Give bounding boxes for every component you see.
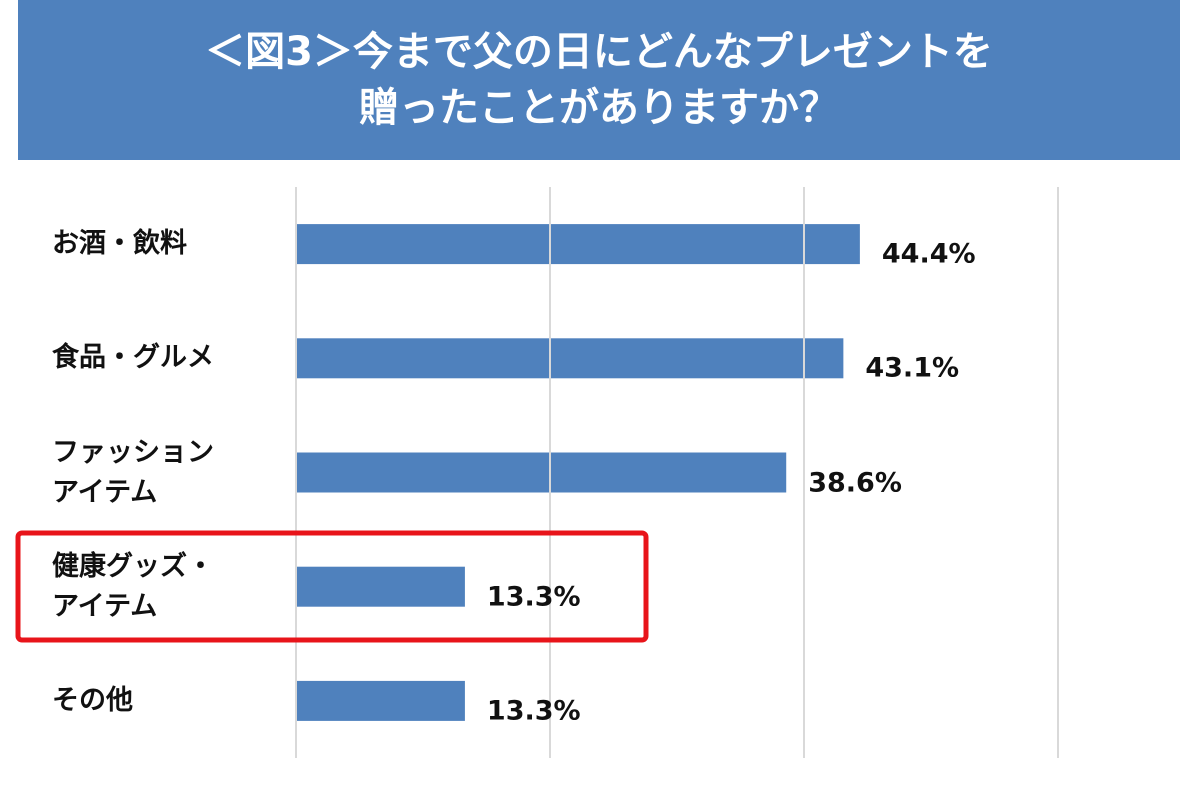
bar <box>296 338 844 379</box>
bar <box>296 566 465 607</box>
value-label: 38.6% <box>808 467 902 498</box>
bar <box>296 680 465 721</box>
value-label: 13.3% <box>486 695 581 727</box>
category-label: 健康グッズ・ アイテム <box>52 550 214 622</box>
title-banner: ＜図3＞今まで父の日にどんなプレゼントを 贈ったことがありますか？ <box>18 0 1180 160</box>
chart-title: ＜図3＞今まで父の日にどんなプレゼントを 贈ったことがありますか？ <box>205 29 993 131</box>
category-label: ファッション アイテム <box>52 436 214 508</box>
category-label: その他 <box>52 684 133 716</box>
value-label: 13.3% <box>486 581 581 613</box>
bar <box>296 224 860 265</box>
value-label: 44.4% <box>881 238 976 270</box>
highlight-box <box>15 530 649 643</box>
bar <box>296 452 787 493</box>
category-label: お酒・飲料 <box>52 228 187 260</box>
value-label: 43.1% <box>865 352 960 384</box>
category-label: 食品・グルメ <box>52 342 214 374</box>
